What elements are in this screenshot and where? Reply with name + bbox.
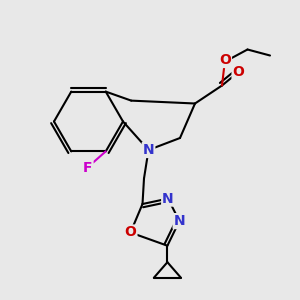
Text: N: N — [143, 143, 154, 157]
Text: N: N — [174, 214, 185, 228]
Text: N: N — [162, 192, 174, 206]
Text: O: O — [219, 53, 231, 67]
Text: O: O — [124, 226, 136, 239]
Text: F: F — [83, 161, 92, 175]
Text: O: O — [232, 65, 244, 79]
